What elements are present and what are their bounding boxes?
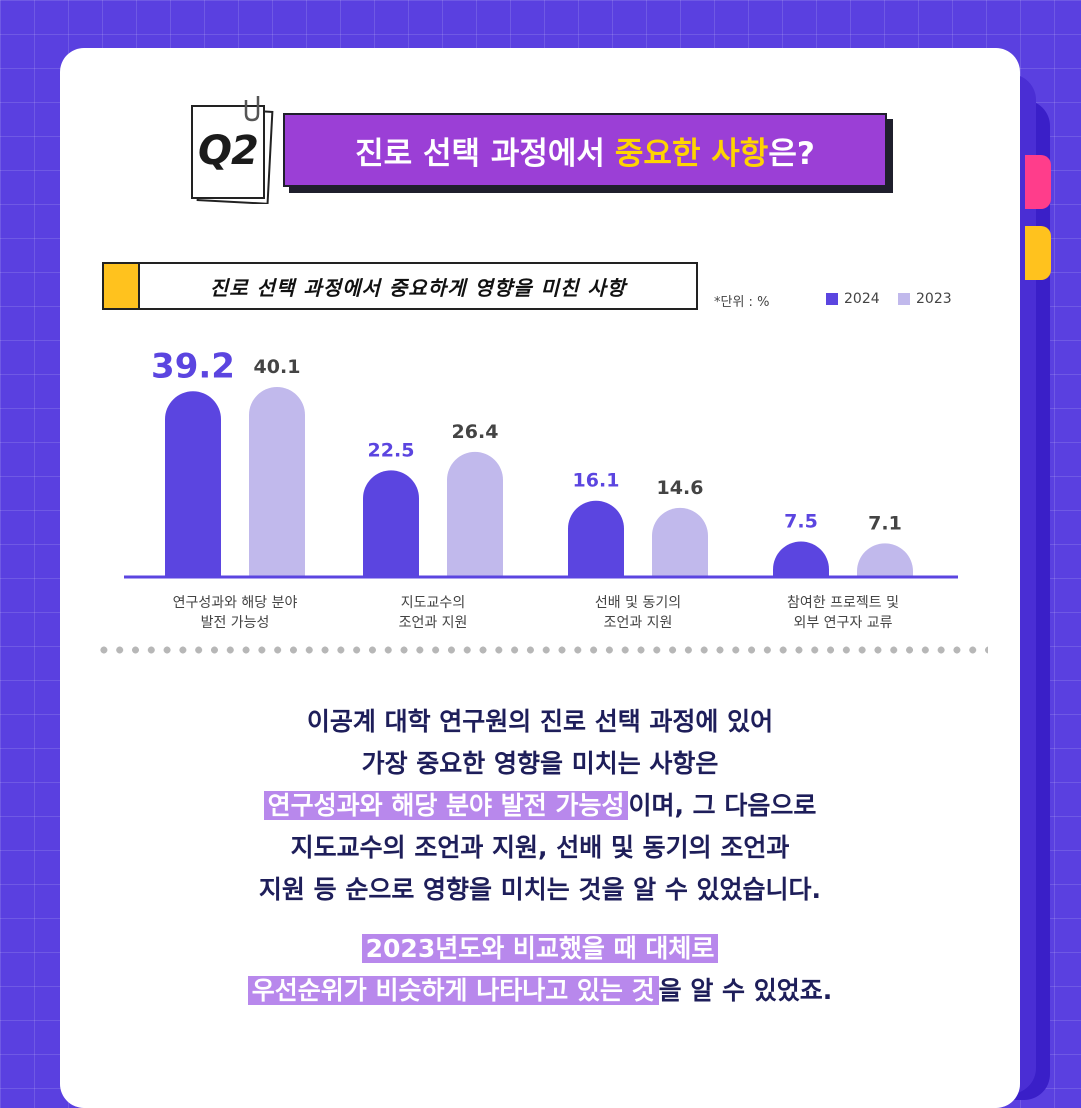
chart-subtitle-box: 진로 선택 과정에서 중요하게 영향을 미친 사항 bbox=[102, 262, 698, 310]
bar-2023-1 bbox=[249, 387, 305, 577]
summary-highlight-1: 연구성과와 해당 분야 발전 가능성 bbox=[263, 791, 629, 820]
category-label-2-line-2: 조언과 지원 bbox=[399, 615, 468, 631]
bar-2024-3 bbox=[568, 500, 624, 577]
bookmark-tab-yellow bbox=[1025, 226, 1051, 280]
data-label-2024-4: 7.5 bbox=[784, 510, 818, 532]
unit-label: *단위 : % bbox=[714, 295, 770, 310]
bar-2023-2 bbox=[447, 451, 503, 577]
category-label-1-line-1: 연구성과와 해당 분야 bbox=[173, 595, 298, 611]
summary-line-2: 가장 중요한 영향을 미치는 사항은 bbox=[361, 749, 719, 778]
subtitle-marker bbox=[104, 264, 140, 308]
bookmark-tab-pink bbox=[1025, 155, 1051, 209]
category-label-3-line-2: 조언과 지원 bbox=[604, 615, 673, 631]
legend-swatch-2023 bbox=[898, 293, 910, 305]
chart-subtitle: 진로 선택 과정에서 중요하게 영향을 미친 사항 bbox=[209, 275, 627, 300]
legend-item-2024: 2024 bbox=[826, 291, 880, 307]
data-label-2024-3: 16.1 bbox=[573, 470, 620, 492]
bar-2024-2 bbox=[363, 470, 419, 577]
category-label-4-line-1: 참여한 프로젝트 및 bbox=[787, 595, 899, 611]
legend-label-2023: 2023 bbox=[916, 291, 952, 307]
question-number: Q2 bbox=[198, 128, 259, 174]
summary-line-5: 지원 등 순으로 영향을 미치는 것을 알 수 있었습니다. bbox=[258, 875, 822, 904]
legend-item-2023: 2023 bbox=[898, 291, 952, 307]
data-label-2023-1: 40.1 bbox=[254, 356, 301, 378]
title-post: 은? bbox=[768, 135, 815, 172]
data-label-2024-2: 22.5 bbox=[368, 439, 415, 461]
summary-highlight-3: 우선순위가 비슷하게 나타나고 있는 것 bbox=[247, 976, 659, 1005]
bar-2023-3 bbox=[652, 507, 708, 577]
category-label-3-line-1: 선배 및 동기의 bbox=[595, 595, 681, 611]
summary-line-7-rest: 을 알 수 있었죠. bbox=[658, 976, 833, 1005]
legend-swatch-2024 bbox=[826, 293, 838, 305]
summary-line-4: 지도교수의 조언과 지원, 선배 및 동기의 조언과 bbox=[290, 833, 790, 862]
legend-label-2024: 2024 bbox=[844, 291, 880, 307]
bar-chart: 39.2 22.5 16.1 7.5 40.1 26.4 14.6 7.1 연구성과와 해당 분… bbox=[124, 350, 958, 631]
data-label-2023-2: 26.4 bbox=[452, 421, 499, 443]
dotted-divider bbox=[96, 645, 988, 655]
category-label-4-line-2: 외부 연구자 교류 bbox=[793, 615, 892, 631]
bar-2024-4 bbox=[773, 541, 829, 577]
summary-line-6: 2023년도와 비교했을 때 대체로 bbox=[60, 929, 1020, 965]
data-label-2023-3: 14.6 bbox=[657, 477, 704, 499]
note-paper-icon bbox=[191, 96, 274, 204]
summary-line-1: 이공계 대학 연구원의 진로 선택 과정에 있어 bbox=[306, 707, 774, 736]
page-title: 진로 선택 과정에서 중요한 사항 은? bbox=[283, 113, 887, 187]
bar-2024-1 bbox=[165, 391, 221, 577]
bar-2023-4 bbox=[857, 543, 913, 577]
title-highlight: 중요한 사항 bbox=[614, 135, 769, 172]
summary-line-3-rest: 이며, 그 다음으로 bbox=[628, 791, 817, 820]
title-pre: 진로 선택 과정에서 bbox=[355, 135, 605, 172]
summary-highlight-2: 2023년도와 비교했을 때 대체로 bbox=[361, 934, 719, 963]
summary-line-3: 연구성과와 해당 분야 발전 가능성 이며, 그 다음으로 bbox=[60, 786, 1020, 822]
category-label-2-line-1: 지도교수의 bbox=[401, 595, 465, 611]
category-label-1-line-2: 발전 가능성 bbox=[201, 615, 270, 631]
data-label-2023-4: 7.1 bbox=[868, 512, 902, 534]
data-label-2024-1: 39.2 bbox=[151, 350, 235, 386]
title-banner: 진로 선택 과정에서 중요한 사항 은? bbox=[283, 113, 895, 193]
